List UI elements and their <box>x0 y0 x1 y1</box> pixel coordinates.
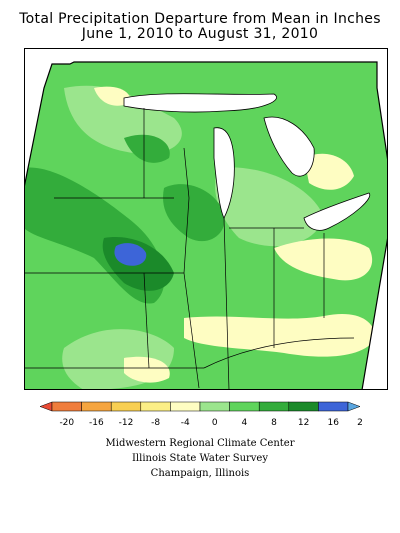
scale-arrow-low <box>39 401 53 412</box>
credit-location: Champaign, Illinois <box>150 468 250 479</box>
scale-bin <box>258 401 290 412</box>
dry-area-ohio-valley <box>184 314 376 357</box>
scale-bin <box>110 401 142 412</box>
scale-tick-label: -16 <box>89 418 104 428</box>
scale-tick-label: 20 <box>357 418 362 428</box>
map-frame <box>24 48 388 390</box>
scale-tick-label: -12 <box>119 418 134 428</box>
dark-green-north <box>124 134 170 163</box>
scale-tick-label: 0 <box>212 418 218 428</box>
scale-bin <box>229 401 260 412</box>
dark-green-wisconsin <box>163 184 225 242</box>
credit-organization: Midwestern Regional Climate Center <box>105 438 295 449</box>
scale-tick-label: 16 <box>327 418 339 428</box>
scale-tick-label: -8 <box>151 418 160 428</box>
scale-arrow-high <box>347 401 361 412</box>
map-title: Total Precipitation Departure from Mean … <box>19 11 381 27</box>
scale-tick-label: 8 <box>271 418 277 428</box>
wettest-area <box>114 243 147 266</box>
scale-bin <box>170 401 201 412</box>
scale-bin <box>318 401 349 412</box>
color-scale-legend: -20 -16 -12 -8 -4 0 4 8 12 16 20 <box>39 401 362 428</box>
scale-tick-label: -4 <box>181 418 190 428</box>
lake-huron <box>263 116 315 177</box>
scale-bin <box>140 401 171 412</box>
map-date-range: June 1, 2010 to August 31, 2010 <box>81 26 319 42</box>
dry-area-south <box>124 356 170 383</box>
light-green-area-michigan <box>215 167 324 247</box>
credit-survey: Illinois State Water Survey <box>131 453 268 464</box>
lake-michigan <box>213 127 235 219</box>
precipitation-map <box>24 48 388 390</box>
dry-area-lake-huron <box>304 153 354 190</box>
scale-bin <box>199 401 230 412</box>
lake-erie <box>303 192 371 231</box>
dry-area-ohio <box>274 238 373 281</box>
scale-bin <box>81 401 112 412</box>
scale-bin <box>51 401 82 412</box>
map-outline <box>24 61 388 390</box>
lake-superior <box>123 93 277 113</box>
dry-area-upper-minnesota <box>94 86 130 106</box>
color-scale-labels: -20 -16 -12 -8 -4 0 4 8 12 16 20 <box>59 418 362 428</box>
scale-bin <box>288 401 319 412</box>
scale-tick-label: 4 <box>242 418 248 428</box>
color-scale-bins <box>39 401 361 412</box>
scale-tick-label: 12 <box>298 418 309 428</box>
scale-tick-label: -20 <box>59 418 74 428</box>
state-boundaries <box>24 108 355 390</box>
